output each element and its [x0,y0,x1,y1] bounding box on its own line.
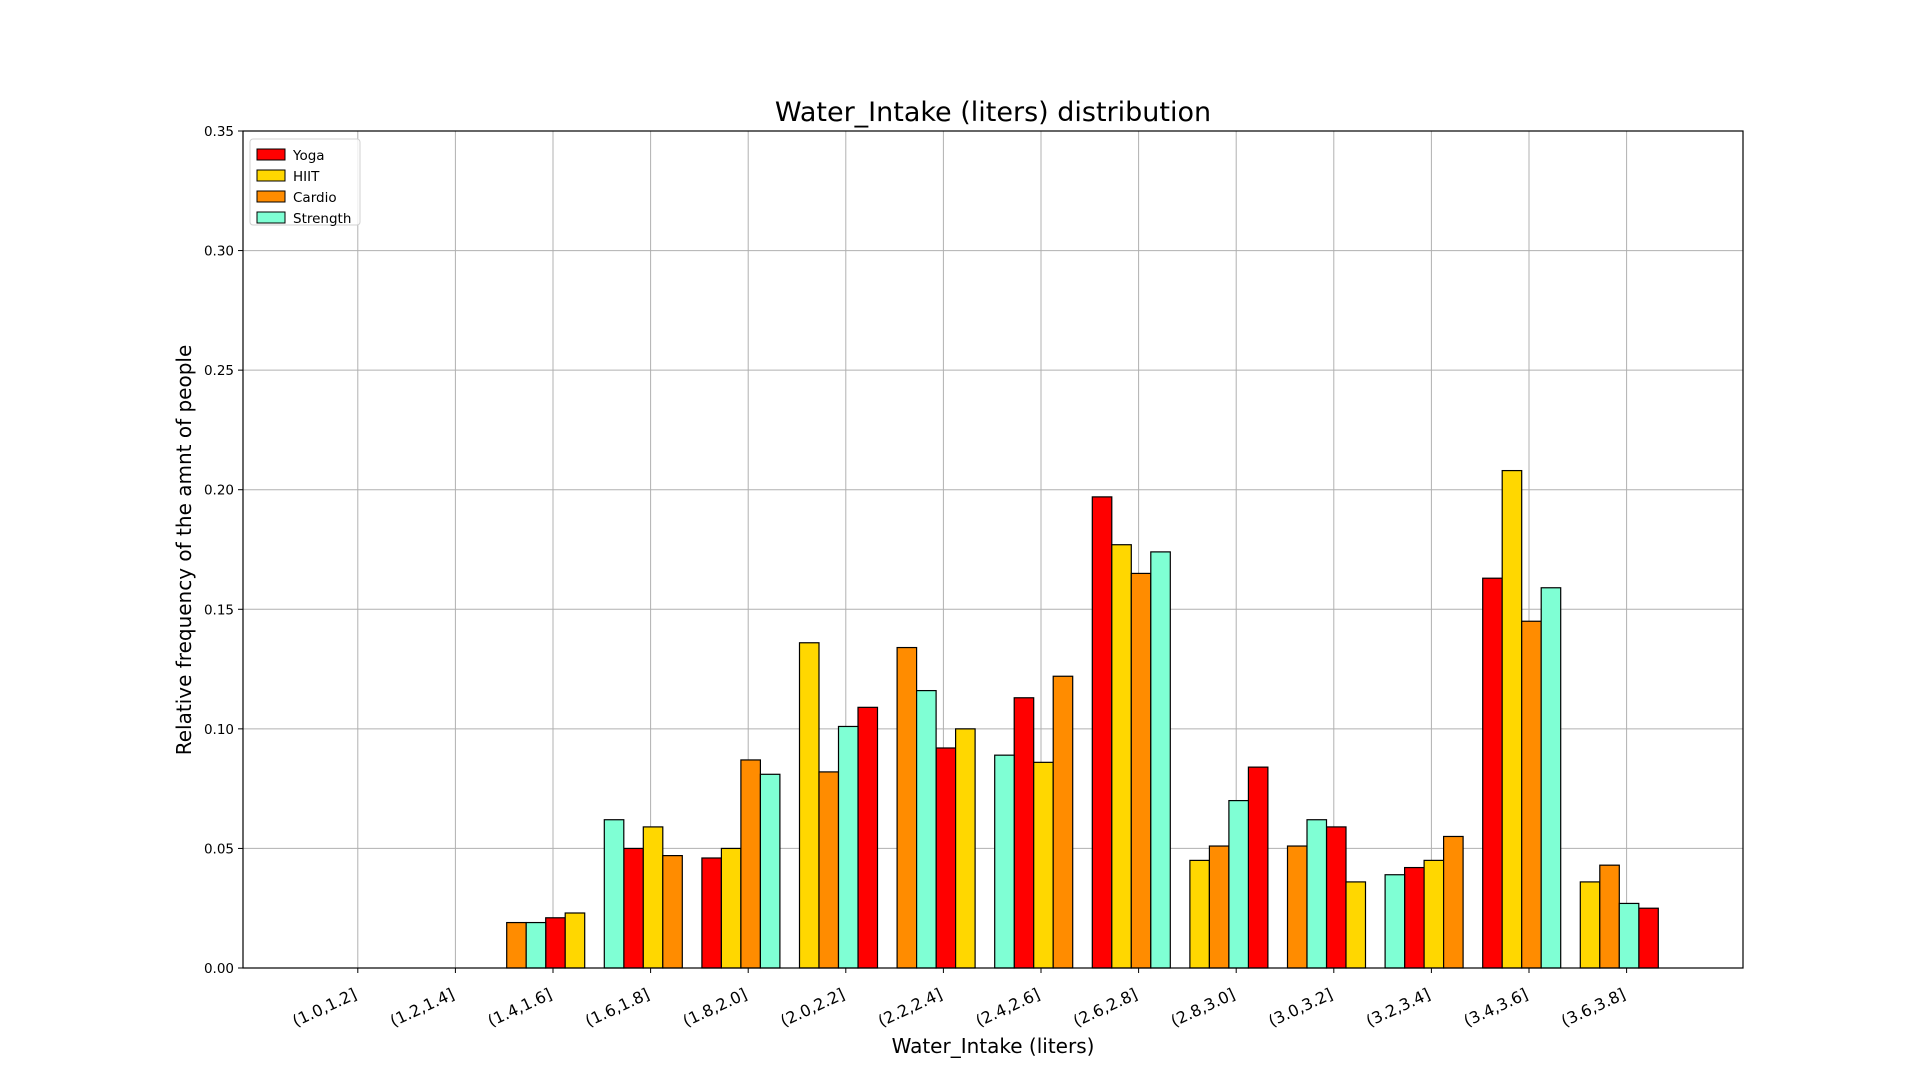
bar-cardio [506,921,527,969]
bar-hiit [1111,544,1132,969]
legend-swatch-cardio [256,190,286,203]
bar-yoga [1403,866,1425,969]
y-tick-label: 0.10 [204,722,234,738]
bar-cardio [662,855,683,969]
bar-hiit [564,912,586,969]
bar-cardio [1130,572,1152,969]
y-tick-label: 0.00 [204,961,234,977]
plot-frame [242,130,1744,969]
bar-hiit [642,826,664,969]
bar-cardio [1052,675,1074,969]
bar-cardio [818,771,840,969]
y-tick-label: 0.20 [204,483,234,499]
bar-strength [1618,902,1640,969]
x-tick-label: (3.6,3.8] [1558,984,1628,1030]
x-tick-label: (3.4,3.6] [1461,984,1531,1030]
bar-yoga [935,747,957,969]
bar-strength [525,921,547,969]
legend-label-hiit: HIIT [293,169,320,185]
x-tick-label: (3.0,3.2] [1265,984,1335,1030]
y-tick-label: 0.05 [204,841,234,857]
bar-yoga [1638,907,1659,969]
bar-yoga [701,857,723,969]
bar-hiit [1423,859,1445,969]
bar-hiit [954,728,976,969]
bar-yoga [1482,577,1503,969]
bar-strength [837,725,859,969]
bar-yoga [545,917,566,969]
bar-strength [915,689,937,969]
legend: Yoga HIIT Cardio Strength [249,138,361,227]
x-tick-label: (1.0,1.2] [289,984,359,1030]
bar-hiit [720,847,742,969]
bar-strength [603,819,625,969]
bar-cardio [1286,845,1308,969]
bar-strength [1384,874,1406,969]
x-axis-ticks: (1.0,1.2] (1.2,1.4] (1.4,1.6] (1.6,1.8] (1.8… [289,968,1628,1031]
x-tick-label: (2.6,2.8] [1070,984,1140,1030]
y-tick-label: 0.25 [204,363,234,379]
chart-title: Water_Intake (liters) distribution [775,97,1211,128]
bar-hiit [1345,881,1367,969]
bar-strength [1228,799,1250,969]
x-tick-label: (2.4,2.6] [973,984,1043,1030]
y-axis-ticks: 0.00 0.05 0.10 0.15 0.20 0.25 0.30 0.35 [204,124,243,977]
x-tick-label: (2.2,2.4] [875,984,945,1030]
x-tick-label: (1.4,1.6] [485,984,555,1030]
bar-cardio [1599,864,1620,969]
bar-hiit [1579,881,1601,969]
legend-swatch-yoga [256,148,286,161]
bar-yoga [1013,697,1035,969]
bar-yoga [857,706,879,969]
legend-label-yoga: Yoga [292,148,325,164]
bar-cardio [896,646,918,969]
bar-hiit [1033,761,1054,969]
y-tick-label: 0.30 [204,244,234,260]
bars-layer [506,469,1659,969]
x-tick-label: (1.8,2.0] [680,984,750,1030]
legend-label-strength: Strength [293,211,351,227]
bar-yoga [623,847,644,969]
bar-strength [1306,819,1328,969]
bar-hiit [798,642,820,969]
x-tick-label: (1.6,1.8] [582,984,652,1030]
bar-yoga [1091,496,1113,969]
bar-hiit [1501,469,1523,969]
bar-strength [994,754,1015,969]
x-tick-label: (1.2,1.4] [387,984,457,1030]
bar-cardio [740,759,762,969]
x-tick-label: (3.2,3.4] [1363,984,1433,1030]
x-tick-label: (2.0,2.2] [777,984,847,1030]
y-axis-label: Relative frequency of the amnt of people [172,345,196,756]
bar-cardio [1208,845,1230,969]
legend-swatch-strength [256,211,286,224]
bar-strength [1150,551,1171,969]
bar-strength [1540,587,1562,969]
bar-yoga [1325,826,1347,969]
legend-label-cardio: Cardio [293,190,337,206]
x-axis-label: Water_Intake (liters) [892,1034,1095,1058]
y-tick-label: 0.15 [204,602,234,618]
bar-strength [759,773,781,969]
bar-hiit [1189,859,1211,969]
bar-yoga [1247,766,1269,969]
bar-cardio [1521,620,1542,969]
bar-cardio [1442,835,1464,969]
y-tick-label: 0.35 [204,124,234,140]
x-tick-label: (2.8,3.0] [1168,984,1238,1030]
legend-swatch-hiit [256,169,286,182]
